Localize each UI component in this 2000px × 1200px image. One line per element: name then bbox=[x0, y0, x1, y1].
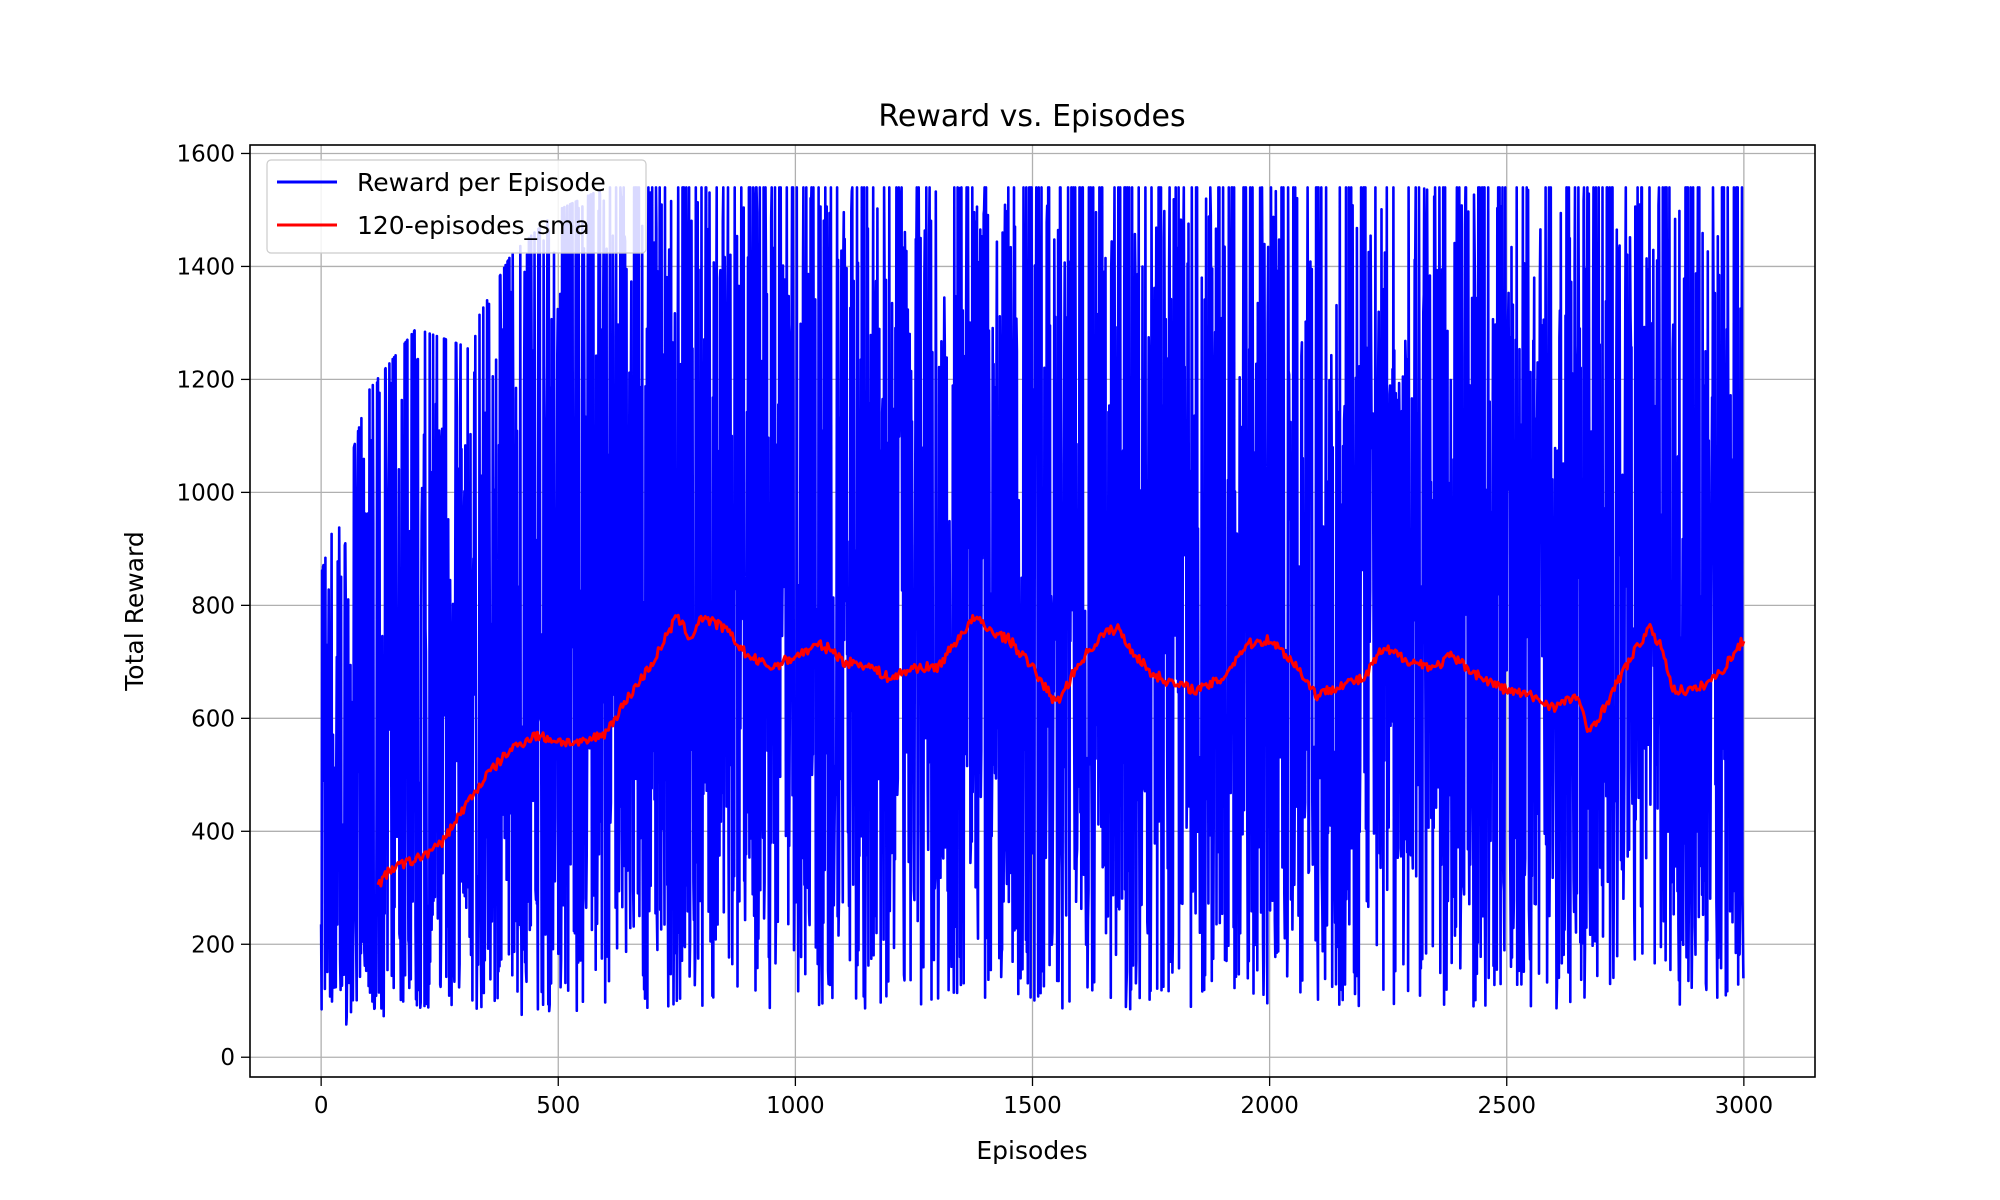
ticks: 0 500 1000 1500 2000 2500 3000 0 200 400 600 800 100… bbox=[176, 141, 1773, 1119]
y-tick-label: 1400 bbox=[176, 254, 235, 280]
x-tick-label: 3000 bbox=[1715, 1093, 1774, 1119]
y-axis-label: Total Reward bbox=[120, 531, 149, 691]
x-tick-label: 2000 bbox=[1240, 1093, 1299, 1119]
y-tick-label: 0 bbox=[220, 1045, 235, 1071]
legend-label-reward: Reward per Episode bbox=[357, 168, 606, 197]
legend-label-sma: 120-episodes_sma bbox=[357, 211, 590, 240]
y-tick-label: 1200 bbox=[176, 367, 235, 393]
y-tick-label: 600 bbox=[191, 706, 235, 732]
x-tick-label: 1000 bbox=[766, 1093, 825, 1119]
y-tick-label: 200 bbox=[191, 932, 235, 958]
x-tick-label: 0 bbox=[314, 1093, 329, 1119]
series-reward-per-episode bbox=[319, 186, 1745, 1026]
y-tick-label: 400 bbox=[191, 819, 235, 845]
legend: Reward per Episode 120-episodes_sma bbox=[266, 159, 647, 254]
chart-title: Reward vs. Episodes bbox=[878, 99, 1185, 134]
legend-box bbox=[266, 159, 647, 254]
x-tick-label: 2500 bbox=[1477, 1093, 1536, 1119]
series-120-episodes-sma bbox=[376, 613, 1746, 888]
y-tick-label: 800 bbox=[191, 593, 235, 619]
series-layer bbox=[319, 186, 1746, 1026]
y-tick-label: 1000 bbox=[176, 480, 235, 506]
x-tick-label: 1500 bbox=[1003, 1093, 1062, 1119]
x-tick-label: 500 bbox=[536, 1093, 580, 1119]
y-tick-label: 1600 bbox=[176, 141, 235, 167]
x-axis-label: Episodes bbox=[976, 1136, 1087, 1165]
